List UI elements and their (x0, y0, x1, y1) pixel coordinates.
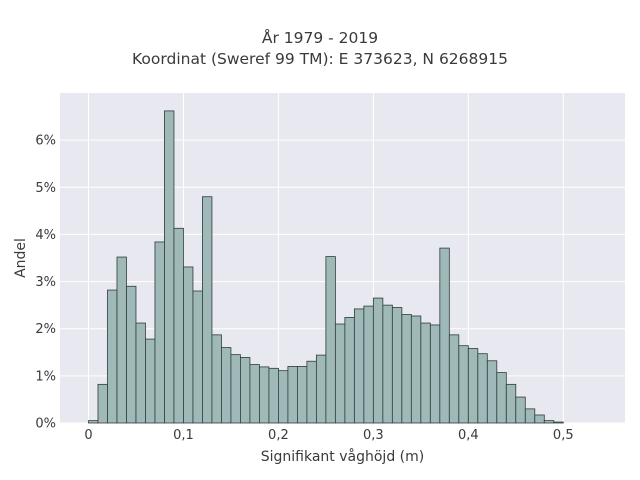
histogram-bar (458, 345, 469, 424)
histogram-bar (192, 290, 203, 424)
histogram-bar (543, 420, 555, 424)
histogram-bar (202, 196, 213, 424)
histogram-bar (515, 396, 526, 424)
y-tick-labels: 0% 1% 2% 3% 4% 5% 6% (35, 134, 56, 432)
histogram-bar (97, 383, 108, 424)
histogram-bar (116, 256, 127, 424)
histogram-bar (391, 307, 403, 424)
x-tick-label: 0,2 (268, 428, 289, 443)
y-tick-label: 5% (35, 181, 56, 196)
histogram-bar (486, 360, 498, 424)
x-tick-labels: 0 0,1 0,2 0,3 0,4 0,5 (84, 428, 573, 443)
histogram-bar (467, 348, 479, 424)
x-tick-label: 0 (84, 428, 92, 443)
chart-title: År 1979 - 2019 (261, 29, 379, 47)
histogram-bar (344, 316, 355, 424)
histogram-bar (230, 354, 241, 424)
histogram-bar (88, 420, 99, 424)
histogram-bar (477, 353, 488, 424)
histogram-bar (183, 266, 194, 424)
y-axis-label: Andel (13, 238, 29, 278)
histogram-bar (448, 334, 460, 424)
x-tick-label: 0,4 (458, 428, 479, 443)
histogram-bar (524, 408, 536, 424)
histogram-bar (278, 370, 289, 424)
x-axis-label: Signifikant våghöjd (m) (261, 448, 424, 465)
histogram-bar (268, 367, 279, 424)
histogram-bar (325, 256, 336, 424)
y-tick-label: 4% (35, 228, 56, 243)
histogram-bar (145, 338, 156, 424)
histogram-bar (154, 241, 165, 424)
histogram-bar (126, 285, 137, 424)
histogram-bar (429, 324, 441, 424)
histogram-bar (259, 366, 270, 424)
x-tick-label: 0,5 (553, 428, 574, 443)
histogram-bar (420, 322, 431, 424)
histogram-bar (315, 354, 327, 424)
x-tick-label: 0,3 (363, 428, 384, 443)
x-tick-label: 0,1 (173, 428, 194, 443)
histogram-bar (372, 297, 384, 424)
histogram-bar (553, 421, 564, 424)
histogram-bar (439, 247, 450, 424)
histogram-bar (334, 323, 346, 424)
histogram-bar (164, 110, 175, 424)
y-tick-label: 0% (35, 417, 56, 432)
histogram-bar (382, 304, 393, 424)
histogram-bar (240, 357, 251, 424)
histogram-bar (107, 289, 118, 424)
chart-subtitle: Koordinat (Sweref 99 TM): E 373623, N 62… (132, 50, 508, 68)
histogram-bar (211, 334, 222, 424)
histogram-bar (173, 227, 184, 424)
histogram-bar (363, 305, 374, 424)
histogram-bar (135, 322, 146, 424)
histogram-bar (249, 364, 260, 424)
histogram-bar (534, 414, 545, 424)
histogram-bar (306, 360, 317, 424)
y-tick-label: 3% (35, 275, 56, 290)
histogram-bar (221, 347, 232, 424)
histogram-bar (505, 383, 517, 424)
histogram-bar (353, 308, 365, 424)
y-tick-label: 2% (35, 322, 56, 337)
bars (88, 110, 564, 424)
histogram-bar (401, 314, 412, 424)
histogram-bar (410, 315, 422, 424)
histogram-bar (287, 366, 298, 424)
y-tick-label: 1% (35, 369, 56, 384)
histogram-bar (296, 366, 308, 424)
histogram-bar (496, 372, 507, 424)
y-tick-label: 6% (35, 134, 56, 149)
